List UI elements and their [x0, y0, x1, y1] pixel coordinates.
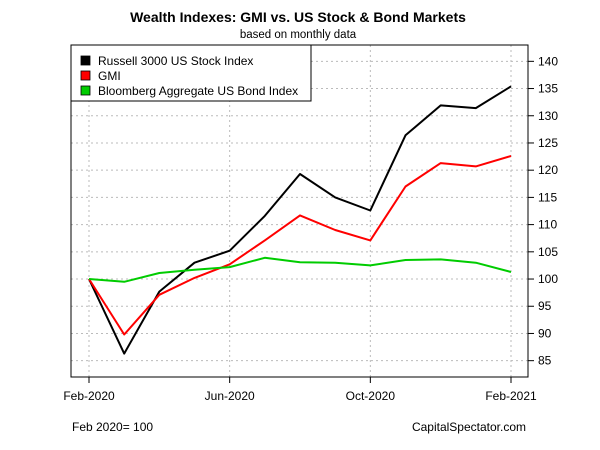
x-tick-label: Feb-2020 — [63, 389, 115, 403]
footer-base-note: Feb 2020= 100 — [72, 420, 153, 434]
y-tick-label: 115 — [538, 190, 557, 204]
legend-box — [70, 44, 312, 102]
series-lines — [88, 85, 512, 355]
legend-swatch — [80, 70, 91, 81]
x-tick-label: Feb-2021 — [485, 389, 537, 403]
series-line-russell-3000-us-stock-index — [88, 85, 512, 355]
y-tick-label: 135 — [538, 82, 558, 96]
x-axis: Feb-2020 Jun-2020 Oct-2020 Feb-2021 — [63, 377, 537, 403]
legend-swatch — [80, 85, 91, 96]
y-tick-label: 125 — [538, 136, 558, 150]
series-line-gmi — [88, 155, 512, 336]
chart-subtitle: based on monthly data — [240, 29, 357, 41]
series-line-bloomberg-aggregate-us-bond-index — [88, 256, 512, 283]
grid — [71, 45, 528, 377]
y-axis: 85 90 95 100 105 110 115 120 125 130 135 140 — [528, 54, 558, 368]
y-tick-label: 130 — [538, 109, 558, 123]
y-tick-label: 90 — [538, 326, 552, 340]
y-tick-label: 120 — [538, 163, 558, 177]
legend-swatch — [80, 55, 91, 66]
y-tick-label: 100 — [538, 272, 558, 286]
legend-label: Russell 3000 US Stock Index — [98, 54, 253, 68]
x-tick-label: Jun-2020 — [205, 389, 255, 403]
legend: Russell 3000 US Stock IndexGMIBloomberg … — [70, 44, 312, 102]
y-tick-label: 140 — [538, 54, 558, 68]
x-tick-label: Oct-2020 — [346, 389, 396, 403]
y-tick-label: 105 — [538, 245, 558, 259]
legend-label: GMI — [98, 69, 121, 83]
chart-title: Wealth Indexes: GMI vs. US Stock & Bond … — [130, 9, 466, 25]
y-tick-label: 95 — [538, 299, 552, 313]
footer-source: CapitalSpectator.com — [412, 420, 526, 434]
legend-label: Bloomberg Aggregate US Bond Index — [98, 84, 298, 98]
y-tick-label: 85 — [538, 354, 552, 368]
y-tick-label: 110 — [538, 218, 557, 232]
